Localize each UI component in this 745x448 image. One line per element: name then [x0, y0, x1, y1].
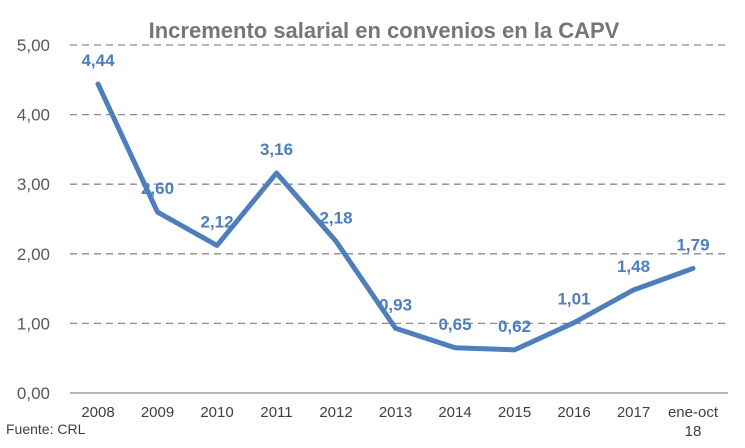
x-tick-label: 2008 [81, 404, 114, 421]
y-tick-label: 1,00 [17, 314, 50, 333]
data-label: 0,65 [438, 315, 471, 334]
x-tick-label: ene-oct 18 [668, 404, 719, 440]
x-tick-label: 2009 [141, 404, 174, 421]
x-tick-label: 2014 [438, 404, 471, 421]
data-labels: 4,44 2,60 2,12 3,16 2,18 0,93 0,65 0,62 1,01 1,48… [81, 51, 709, 336]
y-axis-ticks: 0,00 1,00 2,00 3,00 4,00 5,00 [17, 36, 50, 403]
data-label: 2,60 [141, 179, 174, 198]
x-tick-label: 2010 [200, 404, 233, 421]
x-axis-ticks: 2008 2009 2010 2011 2012 2013 2014 2015 2016 2017… [81, 404, 719, 440]
y-tick-label: 0,00 [17, 384, 50, 403]
y-tick-label: 3,00 [17, 175, 50, 194]
chart-title: Incremento salarial en convenios en la C… [149, 18, 620, 43]
x-tick-label: 2012 [319, 404, 352, 421]
data-label: 0,62 [498, 317, 531, 336]
x-tick-label: 2011 [260, 404, 292, 421]
x-tick-label: 2013 [379, 404, 412, 421]
data-label: 3,16 [260, 140, 293, 159]
x-tick-label: 2017 [617, 404, 650, 421]
y-tick-label: 2,00 [17, 245, 50, 264]
x-tick-label: 2016 [557, 404, 590, 421]
data-label: 1,48 [617, 257, 650, 276]
y-tick-label: 5,00 [17, 36, 50, 55]
gridlines [70, 44, 728, 394]
data-label: 1,01 [557, 290, 590, 309]
data-label: 0,93 [379, 295, 412, 314]
data-label: 2,12 [200, 212, 233, 231]
x-tick-label: 2015 [498, 404, 531, 421]
data-label: 4,44 [81, 51, 115, 70]
series-line [95, 81, 696, 353]
data-label: 2,18 [319, 208, 352, 227]
y-tick-label: 4,00 [17, 106, 50, 125]
data-label: 1,79 [676, 235, 709, 254]
source-note: Fuente: CRL [6, 421, 86, 437]
